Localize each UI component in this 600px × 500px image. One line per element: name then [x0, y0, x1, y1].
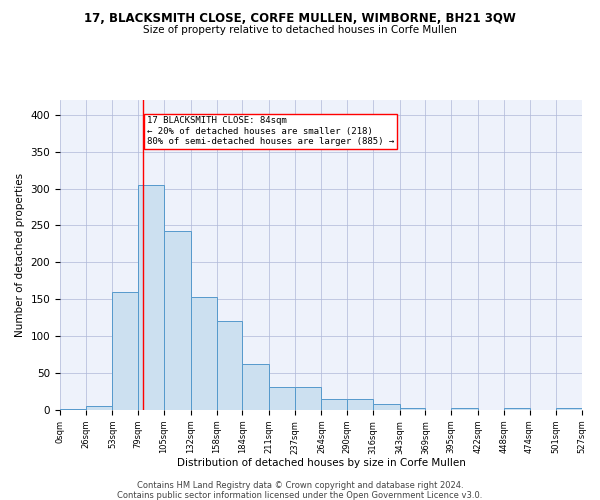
- Bar: [347, 399, 373, 410]
- Bar: [191, 297, 217, 410]
- Bar: [112, 292, 138, 410]
- Bar: [86, 406, 112, 410]
- Bar: [217, 322, 242, 410]
- Bar: [164, 230, 191, 410]
- Bar: [138, 185, 164, 410]
- Bar: [269, 387, 295, 410]
- Bar: [504, 408, 530, 410]
- Bar: [373, 404, 400, 410]
- Bar: [60, 408, 86, 410]
- Text: 17, BLACKSMITH CLOSE, CORFE MULLEN, WIMBORNE, BH21 3QW: 17, BLACKSMITH CLOSE, CORFE MULLEN, WIMB…: [84, 12, 516, 26]
- Bar: [400, 408, 425, 410]
- Bar: [295, 387, 322, 410]
- Text: Contains public sector information licensed under the Open Government Licence v3: Contains public sector information licen…: [118, 491, 482, 500]
- Bar: [451, 408, 478, 410]
- Bar: [242, 364, 269, 410]
- Text: Distribution of detached houses by size in Corfe Mullen: Distribution of detached houses by size …: [176, 458, 466, 468]
- Y-axis label: Number of detached properties: Number of detached properties: [15, 173, 25, 337]
- Bar: [556, 408, 582, 410]
- Bar: [322, 399, 347, 410]
- Text: 17 BLACKSMITH CLOSE: 84sqm
← 20% of detached houses are smaller (218)
80% of sem: 17 BLACKSMITH CLOSE: 84sqm ← 20% of deta…: [147, 116, 394, 146]
- Text: Size of property relative to detached houses in Corfe Mullen: Size of property relative to detached ho…: [143, 25, 457, 35]
- Text: Contains HM Land Registry data © Crown copyright and database right 2024.: Contains HM Land Registry data © Crown c…: [137, 481, 463, 490]
